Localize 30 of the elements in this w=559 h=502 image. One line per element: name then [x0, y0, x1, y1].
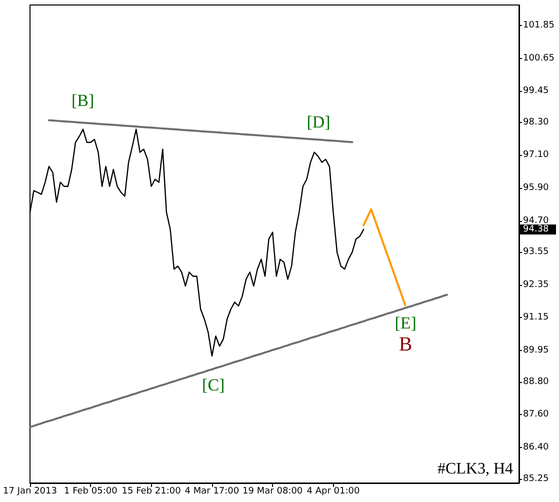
y-tick-label: 93.55	[523, 247, 549, 258]
y-tick-label: 91.15	[523, 312, 549, 323]
y-tick-label: 87.60	[523, 410, 550, 420]
x-tick-label: 17 Jan 2013	[3, 486, 57, 496]
x-tick-label: 4 Mar 17:00	[184, 486, 240, 496]
annotation: B	[398, 333, 412, 356]
line-series	[362, 208, 406, 306]
y-tick-label: 97.10	[523, 150, 550, 160]
y-tick-label: 88.80	[523, 376, 550, 387]
text: 94.38	[523, 224, 550, 235]
x-tick-label: 15 Feb 21:00	[122, 486, 182, 496]
annotation: #CLK3, H4	[437, 460, 513, 478]
y-tick-label: 99.45	[523, 86, 549, 96]
line-series	[29, 294, 448, 428]
annotation: [D]	[306, 112, 330, 132]
y-tick-label: 85.25	[523, 474, 549, 484]
annotation: [C]	[202, 376, 225, 395]
y-tick-label: 95.90	[523, 183, 550, 194]
y-tick-label: 92.35	[523, 280, 549, 290]
y-tick-label: 94.70	[523, 216, 550, 226]
annotation: [B]	[71, 91, 94, 110]
x-tick-label: 19 Mar 08:00	[242, 486, 303, 496]
y-tick-label: 98.30	[523, 117, 550, 128]
x-tick-label: 4 Apr 01:00	[306, 486, 360, 496]
y-tick-label: 89.95	[523, 346, 549, 356]
y-tick-label: 101.85	[523, 20, 554, 30]
y-tick-label: 86.40	[523, 442, 550, 452]
annotation: [E]	[394, 313, 416, 332]
x-tick-label: 1 Feb 05:00	[64, 486, 118, 496]
y-tick-label: 100.65	[523, 53, 554, 64]
